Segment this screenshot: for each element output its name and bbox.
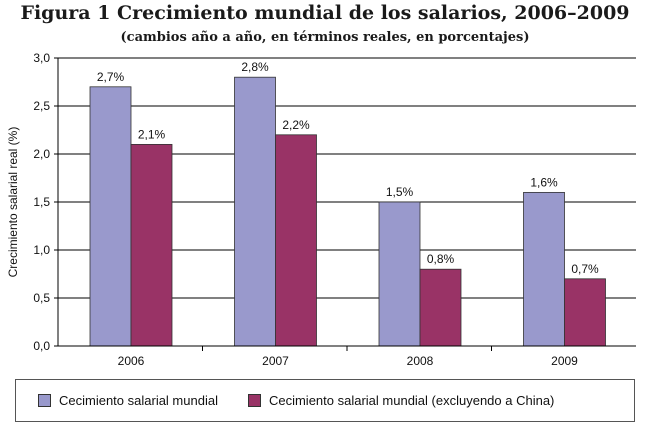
legend-item-series-2: Cecimiento salarial mundial (excluyendo … (247, 393, 555, 408)
x-tick-label: 2006 (118, 354, 145, 368)
bar-series-1-2008 (378, 201, 421, 347)
bar-series-2-2009 (564, 278, 606, 347)
y-axis-label: Crecimiento salarial real (%) (6, 127, 20, 278)
chart-title: Figura 1 Crecimiento mundial de los sala… (20, 2, 630, 24)
y-tick-label: 0,0 (33, 339, 50, 353)
legend-item-series-1: Cecimiento salarial mundial (38, 393, 218, 408)
legend-swatch-series-2 (247, 394, 261, 407)
chart-subtitle: (cambios año a año, en términos reales, … (120, 30, 530, 45)
data-label: 1,6% (530, 175, 558, 189)
bars (89, 76, 606, 347)
x-tick-label: 2007 (262, 354, 289, 368)
legend-label-series-2: Cecimiento salarial mundial (excluyendo … (268, 393, 555, 408)
data-label: 2,1% (138, 127, 166, 141)
bar-series-1-2006 (89, 86, 132, 347)
bar-series-1-2007 (234, 76, 276, 347)
data-label: 2,7% (97, 70, 125, 84)
bar-series-2-2007 (275, 134, 317, 347)
data-labels: 2,7% 2,1% 2,8% 2,2% 1,5% 0,8% 1,6% 0,7% (97, 60, 599, 276)
legend-label-series-1: Cecimiento salarial mundial (59, 393, 218, 408)
x-tick-label: 2008 (407, 354, 434, 368)
data-label: 2,8% (241, 60, 269, 74)
bar-series-1-2009 (523, 191, 565, 347)
axes: 0,0 0,5 1,0 1,5 2,0 2,5 3,0 2006 2007 2008 2009 (33, 51, 636, 368)
y-tick-label: 1,0 (33, 243, 50, 257)
data-label: 2,2% (282, 118, 310, 132)
data-label: 1,5% (386, 185, 414, 199)
y-tick-label: 2,5 (33, 99, 50, 113)
data-label: 0,7% (571, 262, 599, 276)
legend-swatch-series-1 (38, 394, 51, 407)
y-tick-label: 0,5 (33, 291, 50, 305)
y-tick-label: 1,5 (33, 195, 50, 209)
bar-series-2-2008 (419, 268, 462, 347)
y-tick-label: 2,0 (33, 147, 50, 161)
y-tick-label: 3,0 (33, 51, 50, 65)
data-label: 0,8% (427, 252, 455, 266)
bar-series-2-2006 (130, 143, 173, 347)
bar-chart: 0,0 0,5 1,0 1,5 2,0 2,5 3,0 2006 2007 2008 2009 2,… (6, 51, 636, 368)
legend: Cecimiento salarial mundial Cecimiento s… (15, 379, 635, 422)
x-tick-label: 2009 (551, 354, 578, 368)
